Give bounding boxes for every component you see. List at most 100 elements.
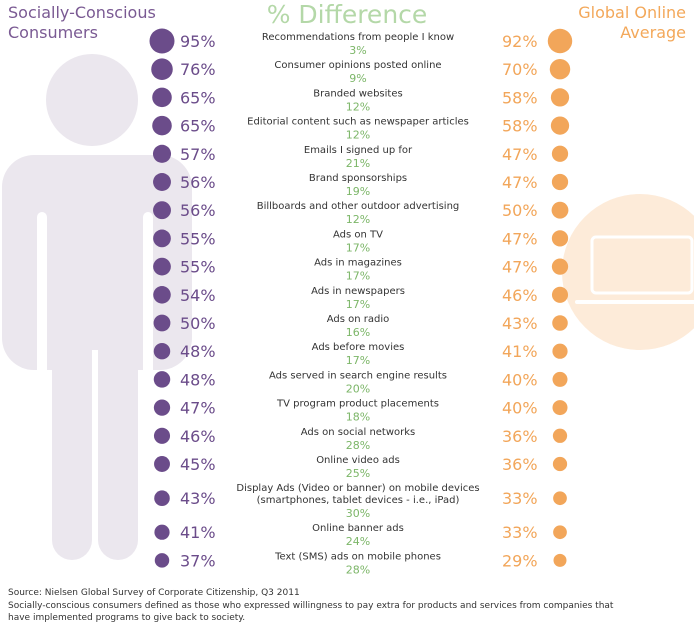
global-average-value-12: 40% (502, 370, 538, 389)
row-label-15: Online video ads (316, 455, 400, 466)
global-average-value-8: 47% (502, 258, 538, 277)
socially-conscious-value-8: 55% (180, 258, 216, 277)
person-leg-left-shape (52, 330, 92, 560)
global-average-dot-12 (552, 371, 568, 387)
global-average-dot-17 (553, 525, 567, 540)
difference-value-18: 28% (346, 563, 370, 576)
socially-conscious-value-9: 54% (180, 286, 216, 305)
global-average-value-15: 36% (502, 455, 538, 474)
socially-conscious-dot-9 (153, 286, 171, 304)
socially-conscious-dot-7 (153, 229, 171, 248)
socially-conscious-dot-2 (152, 87, 172, 108)
socially-conscious-dot-17 (154, 524, 170, 540)
difference-value-13: 18% (346, 411, 370, 424)
socially-conscious-dot-12 (153, 371, 171, 388)
global-average-dot-6 (551, 201, 569, 219)
difference-value-3: 12% (346, 129, 370, 142)
row-label-6: Billboards and other outdoor advertising (257, 201, 460, 212)
difference-header: % Difference (266, 0, 428, 29)
global-average-value-4: 47% (502, 145, 538, 164)
row-label-17: Online banner ads (312, 523, 404, 534)
global-average-dot-16 (553, 491, 567, 506)
left-header: Socially-Conscious Consumers (8, 3, 156, 43)
socially-conscious-value-18: 37% (180, 551, 216, 570)
difference-value-1: 9% (349, 72, 366, 85)
definition-text-line1: Socially-conscious consumers defined as … (8, 601, 614, 611)
global-average-dot-18 (553, 553, 567, 567)
tv-screen-icon (590, 235, 694, 295)
row-label-9: Ads in newspapers (311, 286, 405, 297)
row-label-0: Recommendations from people I know (262, 32, 454, 43)
global-average-value-3: 58% (502, 117, 538, 136)
difference-value-16: 30% (346, 507, 370, 520)
global-average-value-10: 43% (502, 314, 538, 333)
socially-conscious-dot-1 (151, 58, 173, 80)
socially-conscious-dot-15 (154, 456, 170, 472)
socially-conscious-value-15: 45% (180, 455, 216, 474)
row-label-11: Ads before movies (312, 342, 405, 353)
row-label-4: Emails I signed up for (304, 145, 413, 156)
global-average-dot-10 (552, 315, 568, 331)
difference-value-8: 17% (346, 270, 370, 283)
difference-value-10: 16% (346, 326, 370, 339)
socially-conscious-value-5: 56% (180, 173, 216, 192)
global-average-dot-15 (552, 456, 568, 472)
socially-conscious-dot-11 (153, 342, 171, 360)
row-label-10: Ads on radio (327, 314, 390, 325)
person-leg-right-shape (98, 330, 138, 560)
global-average-value-5: 47% (502, 173, 538, 192)
socially-conscious-value-11: 48% (180, 342, 216, 361)
right-header-line1: Global Online (578, 3, 686, 22)
row-label-12: Ads served in search engine results (269, 370, 447, 381)
difference-value-2: 12% (346, 100, 370, 113)
global-average-dot-1 (549, 58, 571, 80)
socially-conscious-dot-16 (154, 490, 170, 506)
global-average-value-2: 58% (502, 88, 538, 107)
global-average-dot-9 (551, 286, 569, 303)
global-average-dot-4 (551, 145, 569, 162)
row-label-8: Ads in magazines (314, 258, 402, 269)
socially-conscious-value-4: 57% (180, 145, 216, 164)
socially-conscious-dot-14 (153, 427, 171, 444)
row-label-14: Ads on social networks (301, 427, 416, 438)
source-text: Source: Nielsen Global Survey of Corpora… (8, 588, 300, 598)
difference-value-7: 17% (346, 241, 370, 254)
global-average-dot-8 (551, 258, 569, 275)
socially-conscious-value-2: 65% (180, 88, 216, 107)
global-average-value-7: 47% (502, 229, 538, 248)
difference-value-4: 21% (346, 157, 370, 170)
global-average-value-1: 70% (502, 60, 538, 79)
socially-conscious-value-3: 65% (180, 117, 216, 136)
socially-conscious-value-7: 55% (180, 229, 216, 248)
socially-conscious-value-1: 76% (180, 60, 216, 79)
difference-value-0: 3% (349, 44, 366, 57)
global-average-dot-14 (552, 428, 568, 443)
difference-value-11: 17% (346, 354, 370, 367)
global-average-value-13: 40% (502, 399, 538, 418)
global-average-value-6: 50% (502, 201, 538, 220)
difference-value-14: 28% (346, 439, 370, 452)
socially-conscious-value-0: 95% (180, 32, 216, 51)
right-header: Global Online Average (578, 3, 686, 43)
definition-text-line2: have implemented programs to give back t… (8, 613, 246, 623)
socially-conscious-value-6: 56% (180, 201, 216, 220)
global-average-dot-2 (550, 88, 570, 107)
socially-conscious-value-14: 46% (180, 427, 216, 446)
global-average-dot-11 (552, 343, 568, 359)
row-label-3: Editorial content such as newspaper arti… (247, 117, 469, 128)
row-label-2: Branded websites (313, 88, 402, 99)
difference-value-5: 19% (346, 185, 370, 198)
socially-conscious-dot-0 (149, 28, 175, 54)
person-arm-gap-right (143, 212, 153, 392)
socially-conscious-dot-13 (153, 399, 171, 416)
global-average-value-17: 33% (502, 523, 538, 542)
right-header-line2: Average (620, 23, 686, 42)
row-label-18: Text (SMS) ads on mobile phones (274, 551, 441, 562)
socially-conscious-value-17: 41% (180, 523, 216, 542)
global-average-dot-7 (551, 230, 569, 247)
global-average-dot-0 (547, 28, 573, 54)
left-header-line2: Consumers (8, 23, 98, 42)
difference-value-17: 24% (346, 535, 370, 548)
global-average-value-18: 29% (502, 551, 538, 570)
